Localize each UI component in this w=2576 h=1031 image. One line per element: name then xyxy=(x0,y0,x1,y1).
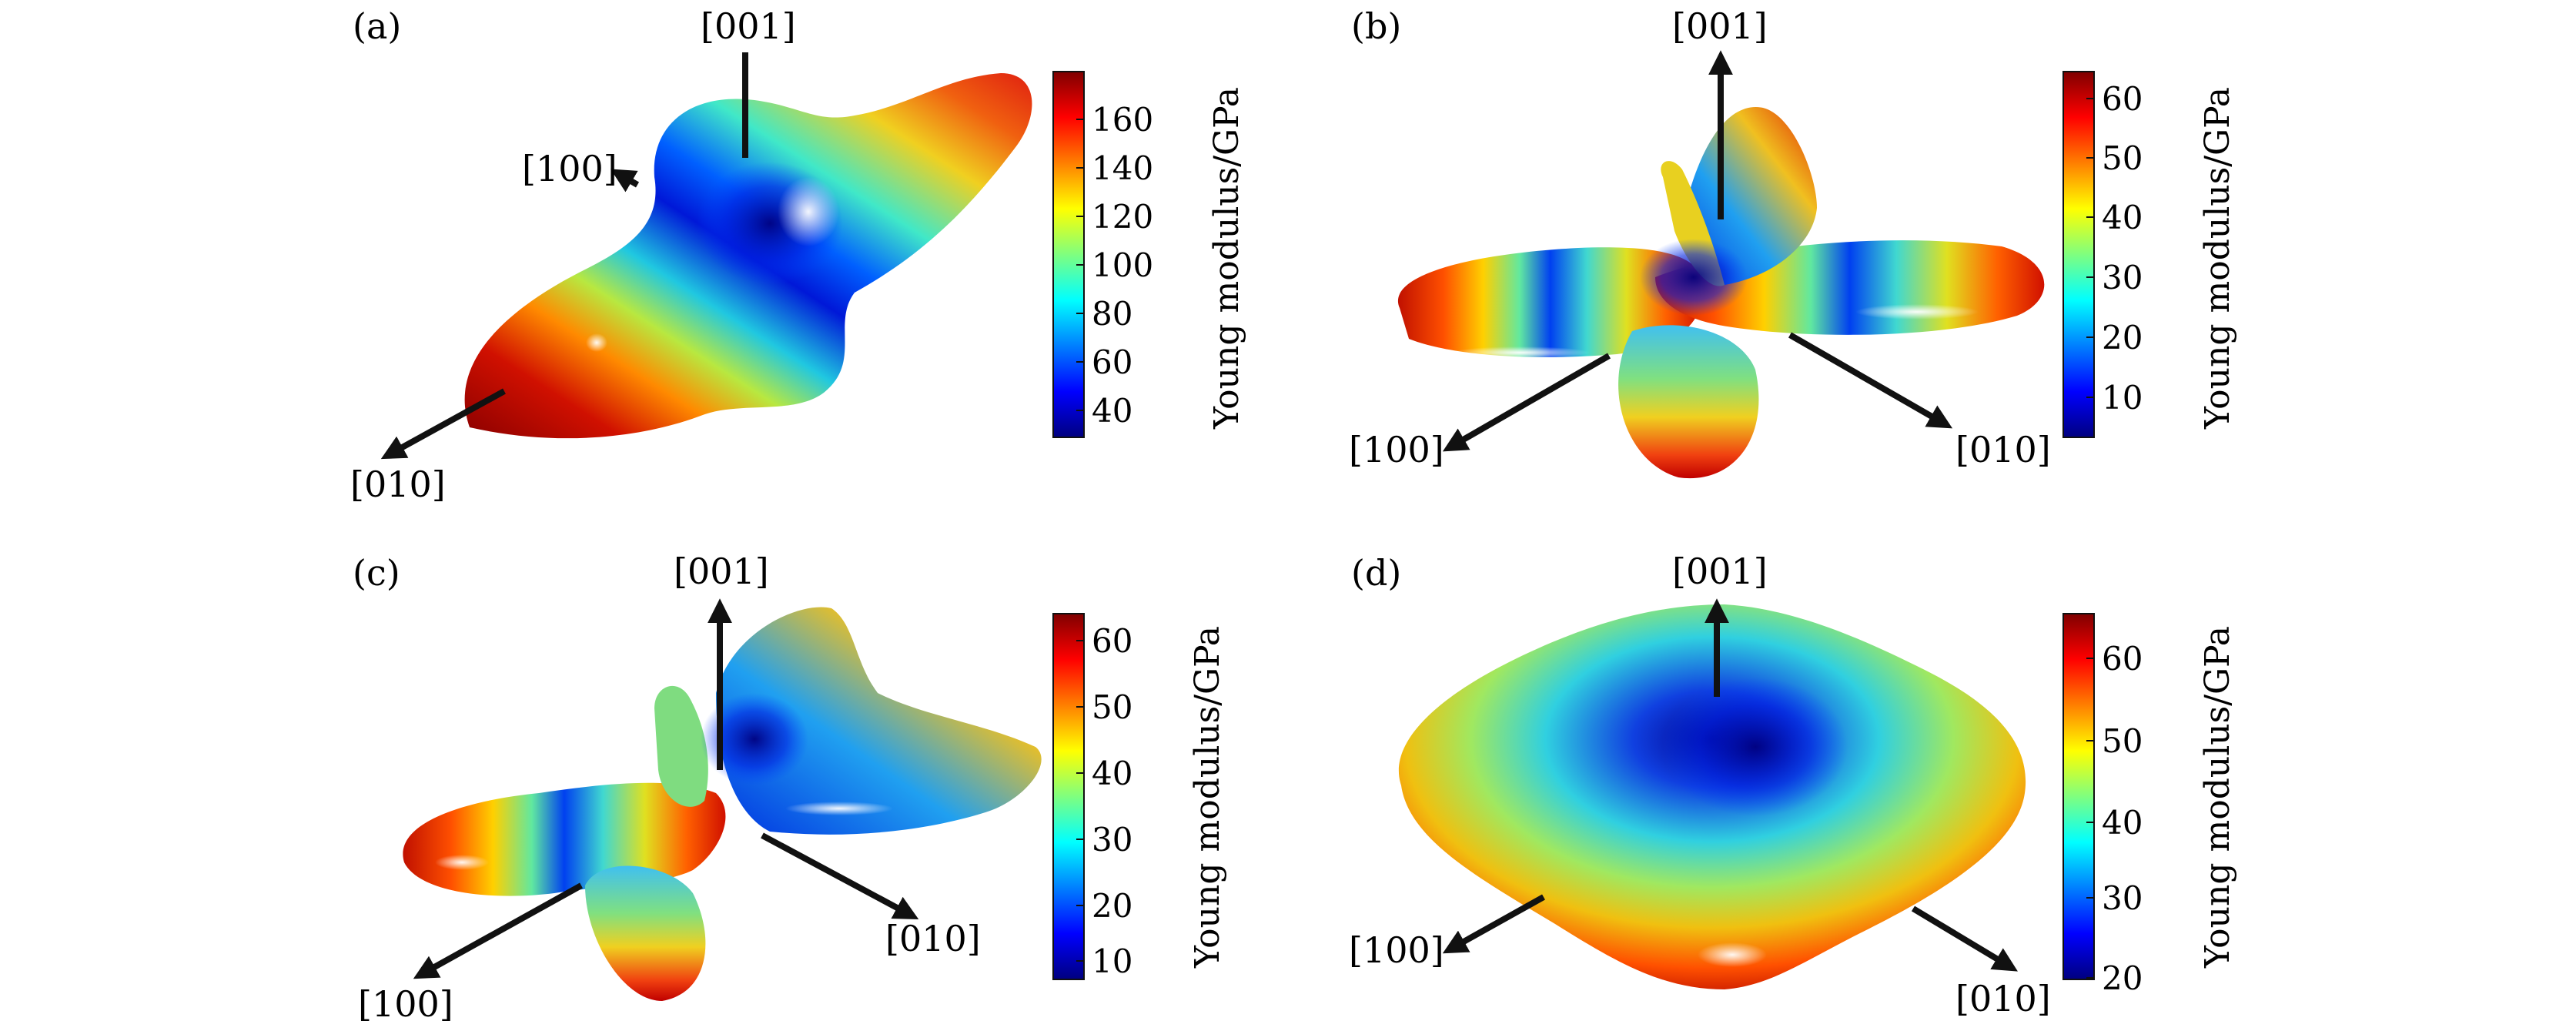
colorbar-tick-b-3: 30 xyxy=(2102,259,2143,296)
colorbar-scale-a xyxy=(1052,71,1085,438)
axis-label-100-c: [100] xyxy=(358,983,453,1025)
axis-label-010-a: [010] xyxy=(350,464,446,505)
colorbar-tick-c-1: 50 xyxy=(1092,688,1132,726)
colorbar-a: 160 140 120 100 80 60 40 Young modulus/G… xyxy=(1052,71,1246,438)
axis-010-c xyxy=(761,832,919,920)
colorbar-tick-a-5: 60 xyxy=(1092,343,1132,381)
axes-d: [001] [100] [010] xyxy=(1349,551,2051,1019)
lobe-left-b xyxy=(1397,247,1703,357)
colorbar-tick-a-6: 40 xyxy=(1092,392,1132,430)
colorbar-b: 60 50 40 30 20 10 Young modulus/GPa xyxy=(2062,71,2237,438)
colorbar-title-a: Young modulus/GPa xyxy=(1207,87,1246,430)
panel-b: (b) [001] [100] [010] 6 xyxy=(1349,5,2237,479)
low-modulus-region-c xyxy=(701,693,808,785)
colorbar-tick-d-0: 60 xyxy=(2102,640,2143,678)
low-modulus-region-d xyxy=(1663,678,1848,816)
specular-highlight-b xyxy=(1855,304,1979,320)
specular-highlight-c2 xyxy=(435,855,489,870)
colorbar-tick-a-1: 140 xyxy=(1092,149,1153,187)
lobe-right-c xyxy=(716,607,1042,835)
axis-label-100-a: [100] xyxy=(522,148,617,189)
specular-highlight-b2 xyxy=(1451,346,1590,359)
axis-010-b xyxy=(1788,332,1953,429)
panel-c-label: (c) xyxy=(353,552,400,594)
colorbar-tick-c-5: 10 xyxy=(1092,942,1132,980)
fin-c xyxy=(654,685,708,807)
colorbar-title-c: Young modulus/GPa xyxy=(1188,626,1227,969)
colorbar-tick-c-0: 60 xyxy=(1092,622,1132,660)
specular-highlight-a2 xyxy=(586,333,607,352)
colorbar-tick-a-2: 120 xyxy=(1092,198,1153,236)
axis-010-a xyxy=(380,388,506,460)
colorbar-tick-d-1: 50 xyxy=(2102,722,2143,760)
specular-highlight-c xyxy=(785,802,893,815)
surface-a xyxy=(464,73,1032,439)
panel-b-label: (b) xyxy=(1351,5,1401,47)
colorbar-scale-d xyxy=(2062,613,2095,980)
axis-100-b xyxy=(1442,353,1611,452)
lobe-bottom-c xyxy=(585,865,706,1001)
axes-b: [001] [100] [010] xyxy=(1349,5,2051,470)
lobe-bottom-b xyxy=(1618,325,1759,479)
colorbar-tick-d-3: 30 xyxy=(2102,879,2143,917)
axis-label-001-d: [001] xyxy=(1672,551,1768,592)
axis-100-a xyxy=(610,169,640,192)
axis-label-010-c: [010] xyxy=(885,918,981,959)
axes-c: [001] [100] [010] xyxy=(358,551,981,1025)
colorbar-tick-b-0: 60 xyxy=(2102,80,2143,118)
colorbar-d: 60 50 40 30 20 Young modulus/GPa xyxy=(2062,613,2237,997)
specular-highlight-d xyxy=(1698,942,1767,967)
axis-label-100-d: [100] xyxy=(1349,929,1444,971)
axis-100-d xyxy=(1442,894,1545,954)
surface-c xyxy=(403,607,1042,1001)
colorbar-title-d: Young modulus/GPa xyxy=(2198,626,2237,969)
colorbar-tick-a-0: 160 xyxy=(1092,101,1153,139)
colorbar-tick-b-2: 40 xyxy=(2102,199,2143,236)
colorbar-tick-b-4: 20 xyxy=(2102,319,2143,356)
colorbar-title-b: Young modulus/GPa xyxy=(2198,87,2237,430)
axis-label-100-b: [100] xyxy=(1349,429,1444,470)
colorbar-scale-c xyxy=(1052,613,1085,980)
colorbar-c: 60 50 40 30 20 10 Young modulus/GPa xyxy=(1052,613,1227,980)
surface-b xyxy=(1397,107,2045,479)
axis-label-001-c: [001] xyxy=(674,551,769,592)
colorbar-tick-d-2: 40 xyxy=(2102,804,2143,842)
axis-label-001-a: [001] xyxy=(701,5,796,47)
colorbar-tick-c-3: 30 xyxy=(1092,821,1132,859)
panel-a-label: (a) xyxy=(353,5,401,47)
colorbar-scale-b xyxy=(2062,71,2095,438)
specular-highlight-a xyxy=(778,177,839,246)
low-modulus-region-b xyxy=(1640,239,1748,316)
colorbar-tick-c-4: 20 xyxy=(1092,887,1132,925)
surface-d xyxy=(1398,604,2026,989)
colorbar-tick-c-2: 40 xyxy=(1092,755,1132,792)
colorbar-tick-a-3: 100 xyxy=(1092,246,1153,284)
colorbar-tick-b-5: 10 xyxy=(2102,379,2143,417)
colorbar-tick-d-4: 20 xyxy=(2102,959,2143,997)
axes-a: [001] [100] [010] xyxy=(350,5,796,505)
lobe-top-b xyxy=(1678,107,1817,285)
panel-a: (a) [001] [100] [010] 160 140 xyxy=(350,5,1246,505)
colorbar-tick-b-1: 50 xyxy=(2102,139,2143,177)
axis-label-010-d: [010] xyxy=(1955,978,2051,1019)
panel-d-label: (d) xyxy=(1351,552,1401,594)
axis-010-d xyxy=(1911,905,2018,972)
colorbar-tick-a-4: 80 xyxy=(1092,295,1132,333)
axis-label-001-b: [001] xyxy=(1672,5,1768,47)
axis-label-010-b: [010] xyxy=(1955,429,2051,470)
panel-c: (c) [001] [100] [010] 60 xyxy=(353,551,1227,1025)
panel-d: (d) [001] [100] [010] 60 50 40 30 xyxy=(1349,551,2237,1019)
axis-100-c xyxy=(413,882,583,979)
